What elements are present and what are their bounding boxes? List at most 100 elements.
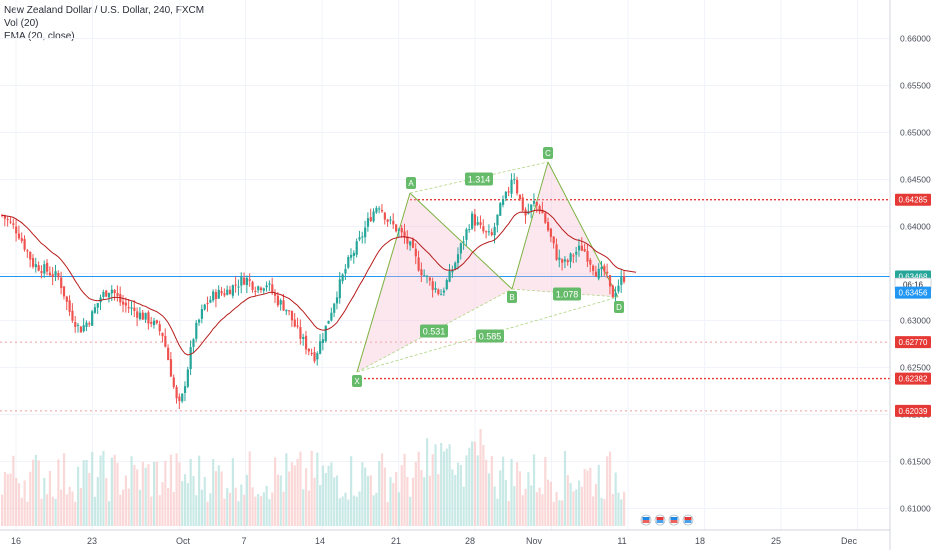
volume-bar (82, 460, 85, 526)
volume-bar (623, 491, 626, 526)
candle-body (530, 204, 533, 211)
candle-body (437, 289, 440, 295)
volume-bar (555, 492, 558, 526)
candle-body (102, 291, 105, 298)
time-tick-label: Oct (176, 536, 191, 546)
event-flag-stripe (670, 517, 678, 520)
candle-body (158, 324, 161, 332)
event-flag-stripe (642, 517, 650, 520)
time-tick-label: 14 (315, 536, 325, 546)
volume-indicator-label[interactable]: Vol (20) (4, 18, 39, 29)
candle-body (231, 285, 234, 296)
economic-events[interactable] (640, 514, 694, 526)
volume-bar (85, 459, 88, 526)
volume-bar (544, 457, 547, 526)
ratio-label-AC: 1.314 (468, 175, 491, 185)
candle-body (510, 179, 513, 194)
volume-bar (369, 475, 372, 526)
time-axis[interactable]: 16 23 Oct 7 14 21 28 Nov 11 18 25 Dec (0, 529, 890, 546)
volume-bar (476, 455, 479, 526)
candle-body (288, 310, 291, 312)
volume-bar (496, 498, 499, 526)
candle-body (369, 217, 372, 222)
candle-body (257, 286, 260, 291)
volume-bar (62, 453, 66, 526)
candle-body (37, 265, 40, 271)
time-tick-label: Nov (526, 536, 543, 546)
candle-body (105, 290, 108, 297)
volume-bar (181, 481, 184, 526)
candle-body (130, 307, 133, 309)
volume-bar (471, 441, 474, 526)
volume-bar (226, 488, 229, 526)
volume-bar (344, 492, 347, 526)
volume-bar (485, 459, 488, 526)
volume-bar (403, 453, 406, 526)
point-label-A: A (408, 179, 414, 188)
point-label-bg (406, 177, 416, 189)
price-axis[interactable]: 0.660000.655000.650000.645000.640000.635… (889, 0, 932, 550)
candle-body (592, 265, 595, 272)
candle-body (586, 251, 589, 262)
candle-body (34, 264, 37, 268)
volume-bar (341, 496, 344, 526)
pattern-ratio-line (511, 288, 619, 298)
candle-body (338, 279, 341, 299)
volume-bar (482, 444, 485, 526)
volume-bar (490, 455, 493, 526)
volume-bar (124, 475, 128, 526)
ema-indicator-label[interactable]: EMA (20, close) (4, 31, 75, 42)
volume-bar (454, 474, 457, 526)
candle-body (434, 288, 437, 290)
candle-body (344, 269, 347, 274)
candle-body (538, 205, 541, 212)
volume-bar (136, 469, 139, 526)
candle-body (15, 226, 18, 234)
volume-bar (592, 496, 595, 526)
harmonic-pattern[interactable] (356, 161, 619, 373)
volume-bar (583, 468, 586, 526)
candle-body (414, 248, 417, 257)
volume-bar (31, 459, 35, 526)
candle-body (451, 270, 454, 273)
candle-body (465, 229, 468, 240)
candle-body (572, 255, 575, 257)
candle-body (248, 279, 251, 281)
volume-bar (437, 474, 440, 526)
candle-body (234, 284, 237, 286)
volume-bar (530, 485, 533, 526)
volume-bar (119, 494, 122, 526)
pattern-triangle-bcd (512, 162, 618, 297)
ratio-label-XB: 0.531 (423, 327, 446, 337)
ema-line-path (1, 209, 637, 356)
price-tick-label: 0.66000 (900, 34, 931, 44)
candle-body (198, 319, 201, 323)
candle-body (473, 214, 477, 226)
candle-body (563, 259, 567, 262)
volume-bar (175, 453, 178, 526)
candle-body (279, 300, 282, 305)
volume-bar (212, 458, 215, 526)
candle-body (62, 286, 66, 297)
volume-bar (285, 453, 288, 526)
chart-legend: New Zealand Dollar / U.S. Dollar, 240, F… (4, 4, 204, 43)
candle-body (6, 219, 9, 221)
candle-body (575, 251, 578, 255)
volume-bar (406, 476, 409, 526)
volume-bar (316, 452, 319, 526)
volume-bar (575, 489, 578, 526)
price-badge-last: 0.63456 (899, 289, 928, 298)
candle-body (175, 386, 178, 399)
price-tick-label: 0.64500 (900, 175, 931, 185)
volume-bar (524, 488, 527, 526)
point-label-bg (614, 301, 624, 313)
price-levels (0, 199, 890, 412)
volume-bar (248, 451, 251, 526)
time-tick-label: 18 (695, 536, 705, 546)
volume-bar (364, 467, 367, 526)
candle-body (383, 212, 386, 220)
symbol-title[interactable]: New Zealand Dollar / U.S. Dollar, 240, F… (4, 5, 205, 16)
candle-body (262, 288, 265, 291)
candlesticks (1, 173, 626, 410)
